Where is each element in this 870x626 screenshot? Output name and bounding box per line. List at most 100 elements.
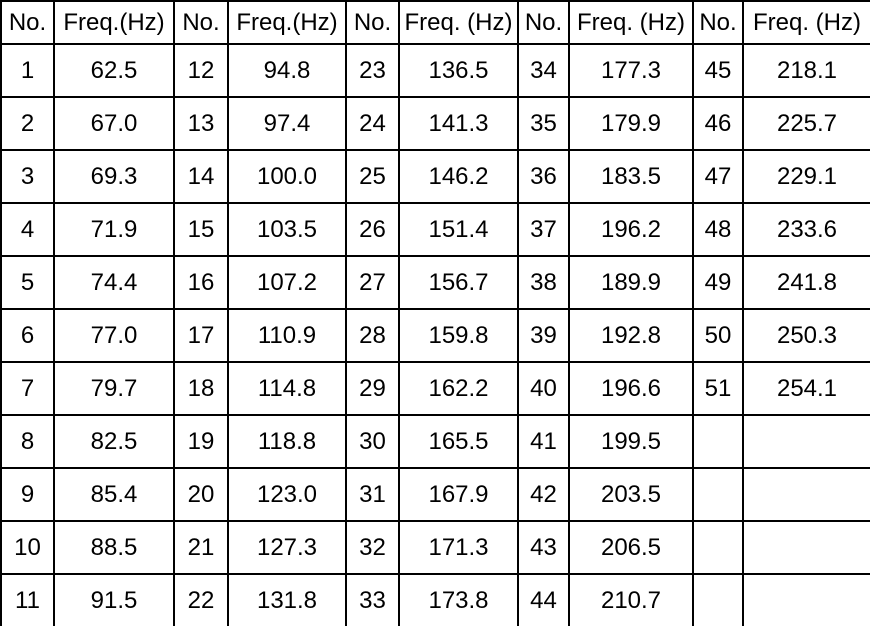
cell-no: 7 [0,361,55,416]
cell-freq: 123.0 [227,467,347,522]
cell-no: 33 [345,573,400,626]
cell-freq: 165.5 [398,414,519,469]
col-header-freq: Freq.(Hz) [227,0,347,45]
cell-no: 44 [517,573,570,626]
cell-no: 18 [173,361,229,416]
table-row: 4 71.9 15 103.5 26 151.4 37 196.2 48 233.6 [0,202,870,257]
header-row: No. Freq.(Hz) No. Freq.(Hz) No. Freq. (Hz) No.… [0,0,870,45]
cell-no: 45 [692,43,744,98]
cell-freq: 127.3 [227,520,347,575]
cell-no: 37 [517,202,570,257]
cell-no: 1 [0,43,55,98]
table-row: 7 79.7 18 114.8 29 162.2 40 196.6 51 254.1 [0,361,870,416]
cell-freq: 94.8 [227,43,347,98]
cell-no: 22 [173,573,229,626]
cell-no: 23 [345,43,400,98]
cell-no: 41 [517,414,570,469]
cell-no: 20 [173,467,229,522]
cell-freq: 151.4 [398,202,519,257]
cell-no: 12 [173,43,229,98]
cell-no: 28 [345,308,400,363]
cell-freq: 241.8 [742,255,870,310]
cell-freq [742,573,870,626]
cell-freq: 196.6 [568,361,694,416]
table-row: 10 88.5 21 127.3 32 171.3 43 206.5 [0,520,870,575]
cell-freq: 85.4 [53,467,175,522]
cell-no: 42 [517,467,570,522]
cell-freq: 156.7 [398,255,519,310]
table-row: 11 91.5 22 131.8 33 173.8 44 210.7 [0,573,870,626]
cell-no: 50 [692,308,744,363]
cell-freq: 114.8 [227,361,347,416]
cell-freq: 196.2 [568,202,694,257]
col-header-freq: Freq. (Hz) [742,0,870,45]
cell-freq [742,467,870,522]
cell-freq: 173.8 [398,573,519,626]
table-header-row-group: No. Freq.(Hz) No. Freq.(Hz) No. Freq. (Hz) No.… [0,0,870,45]
cell-freq: 107.2 [227,255,347,310]
cell-freq: 146.2 [398,149,519,204]
col-header-no: No. [0,0,55,45]
cell-no: 48 [692,202,744,257]
cell-freq: 159.8 [398,308,519,363]
cell-freq: 100.0 [227,149,347,204]
table-row: 1 62.5 12 94.8 23 136.5 34 177.3 45 218.1 [0,43,870,98]
table-row: 8 82.5 19 118.8 30 165.5 41 199.5 [0,414,870,469]
cell-no: 9 [0,467,55,522]
table-row: 6 77.0 17 110.9 28 159.8 39 192.8 50 250.3 [0,308,870,363]
cell-no: 4 [0,202,55,257]
cell-freq: 74.4 [53,255,175,310]
cell-freq: 210.7 [568,573,694,626]
cell-freq: 69.3 [53,149,175,204]
cell-no: 11 [0,573,55,626]
cell-freq: 79.7 [53,361,175,416]
table-row: 2 67.0 13 97.4 24 141.3 35 179.9 46 225.7 [0,96,870,151]
cell-freq: 167.9 [398,467,519,522]
cell-no: 36 [517,149,570,204]
cell-no: 17 [173,308,229,363]
col-header-no: No. [517,0,570,45]
cell-freq: 71.9 [53,202,175,257]
cell-no: 47 [692,149,744,204]
cell-no: 2 [0,96,55,151]
cell-no: 16 [173,255,229,310]
cell-no [692,573,744,626]
col-header-no: No. [173,0,229,45]
cell-freq: 97.4 [227,96,347,151]
cell-no: 32 [345,520,400,575]
table-row: 3 69.3 14 100.0 25 146.2 36 183.5 47 229.1 [0,149,870,204]
cell-freq: 110.9 [227,308,347,363]
cell-no: 27 [345,255,400,310]
cell-freq: 171.3 [398,520,519,575]
table-row: 5 74.4 16 107.2 27 156.7 38 189.9 49 241.8 [0,255,870,310]
cell-freq: 199.5 [568,414,694,469]
cell-freq: 189.9 [568,255,694,310]
cell-no: 25 [345,149,400,204]
cell-freq: 136.5 [398,43,519,98]
col-header-no: No. [692,0,744,45]
cell-no: 51 [692,361,744,416]
cell-no: 43 [517,520,570,575]
cell-freq: 206.5 [568,520,694,575]
cell-no: 38 [517,255,570,310]
cell-no: 24 [345,96,400,151]
cell-no: 35 [517,96,570,151]
cell-freq: 233.6 [742,202,870,257]
cell-no: 30 [345,414,400,469]
cell-freq: 179.9 [568,96,694,151]
cell-no: 26 [345,202,400,257]
cell-freq: 250.3 [742,308,870,363]
cell-no: 15 [173,202,229,257]
cell-no: 6 [0,308,55,363]
cell-freq: 131.8 [227,573,347,626]
cell-no: 10 [0,520,55,575]
cell-freq: 77.0 [53,308,175,363]
cell-no: 49 [692,255,744,310]
cell-no [692,414,744,469]
col-header-no: No. [345,0,400,45]
cell-no: 46 [692,96,744,151]
cell-no: 8 [0,414,55,469]
cell-no: 19 [173,414,229,469]
cell-freq: 67.0 [53,96,175,151]
